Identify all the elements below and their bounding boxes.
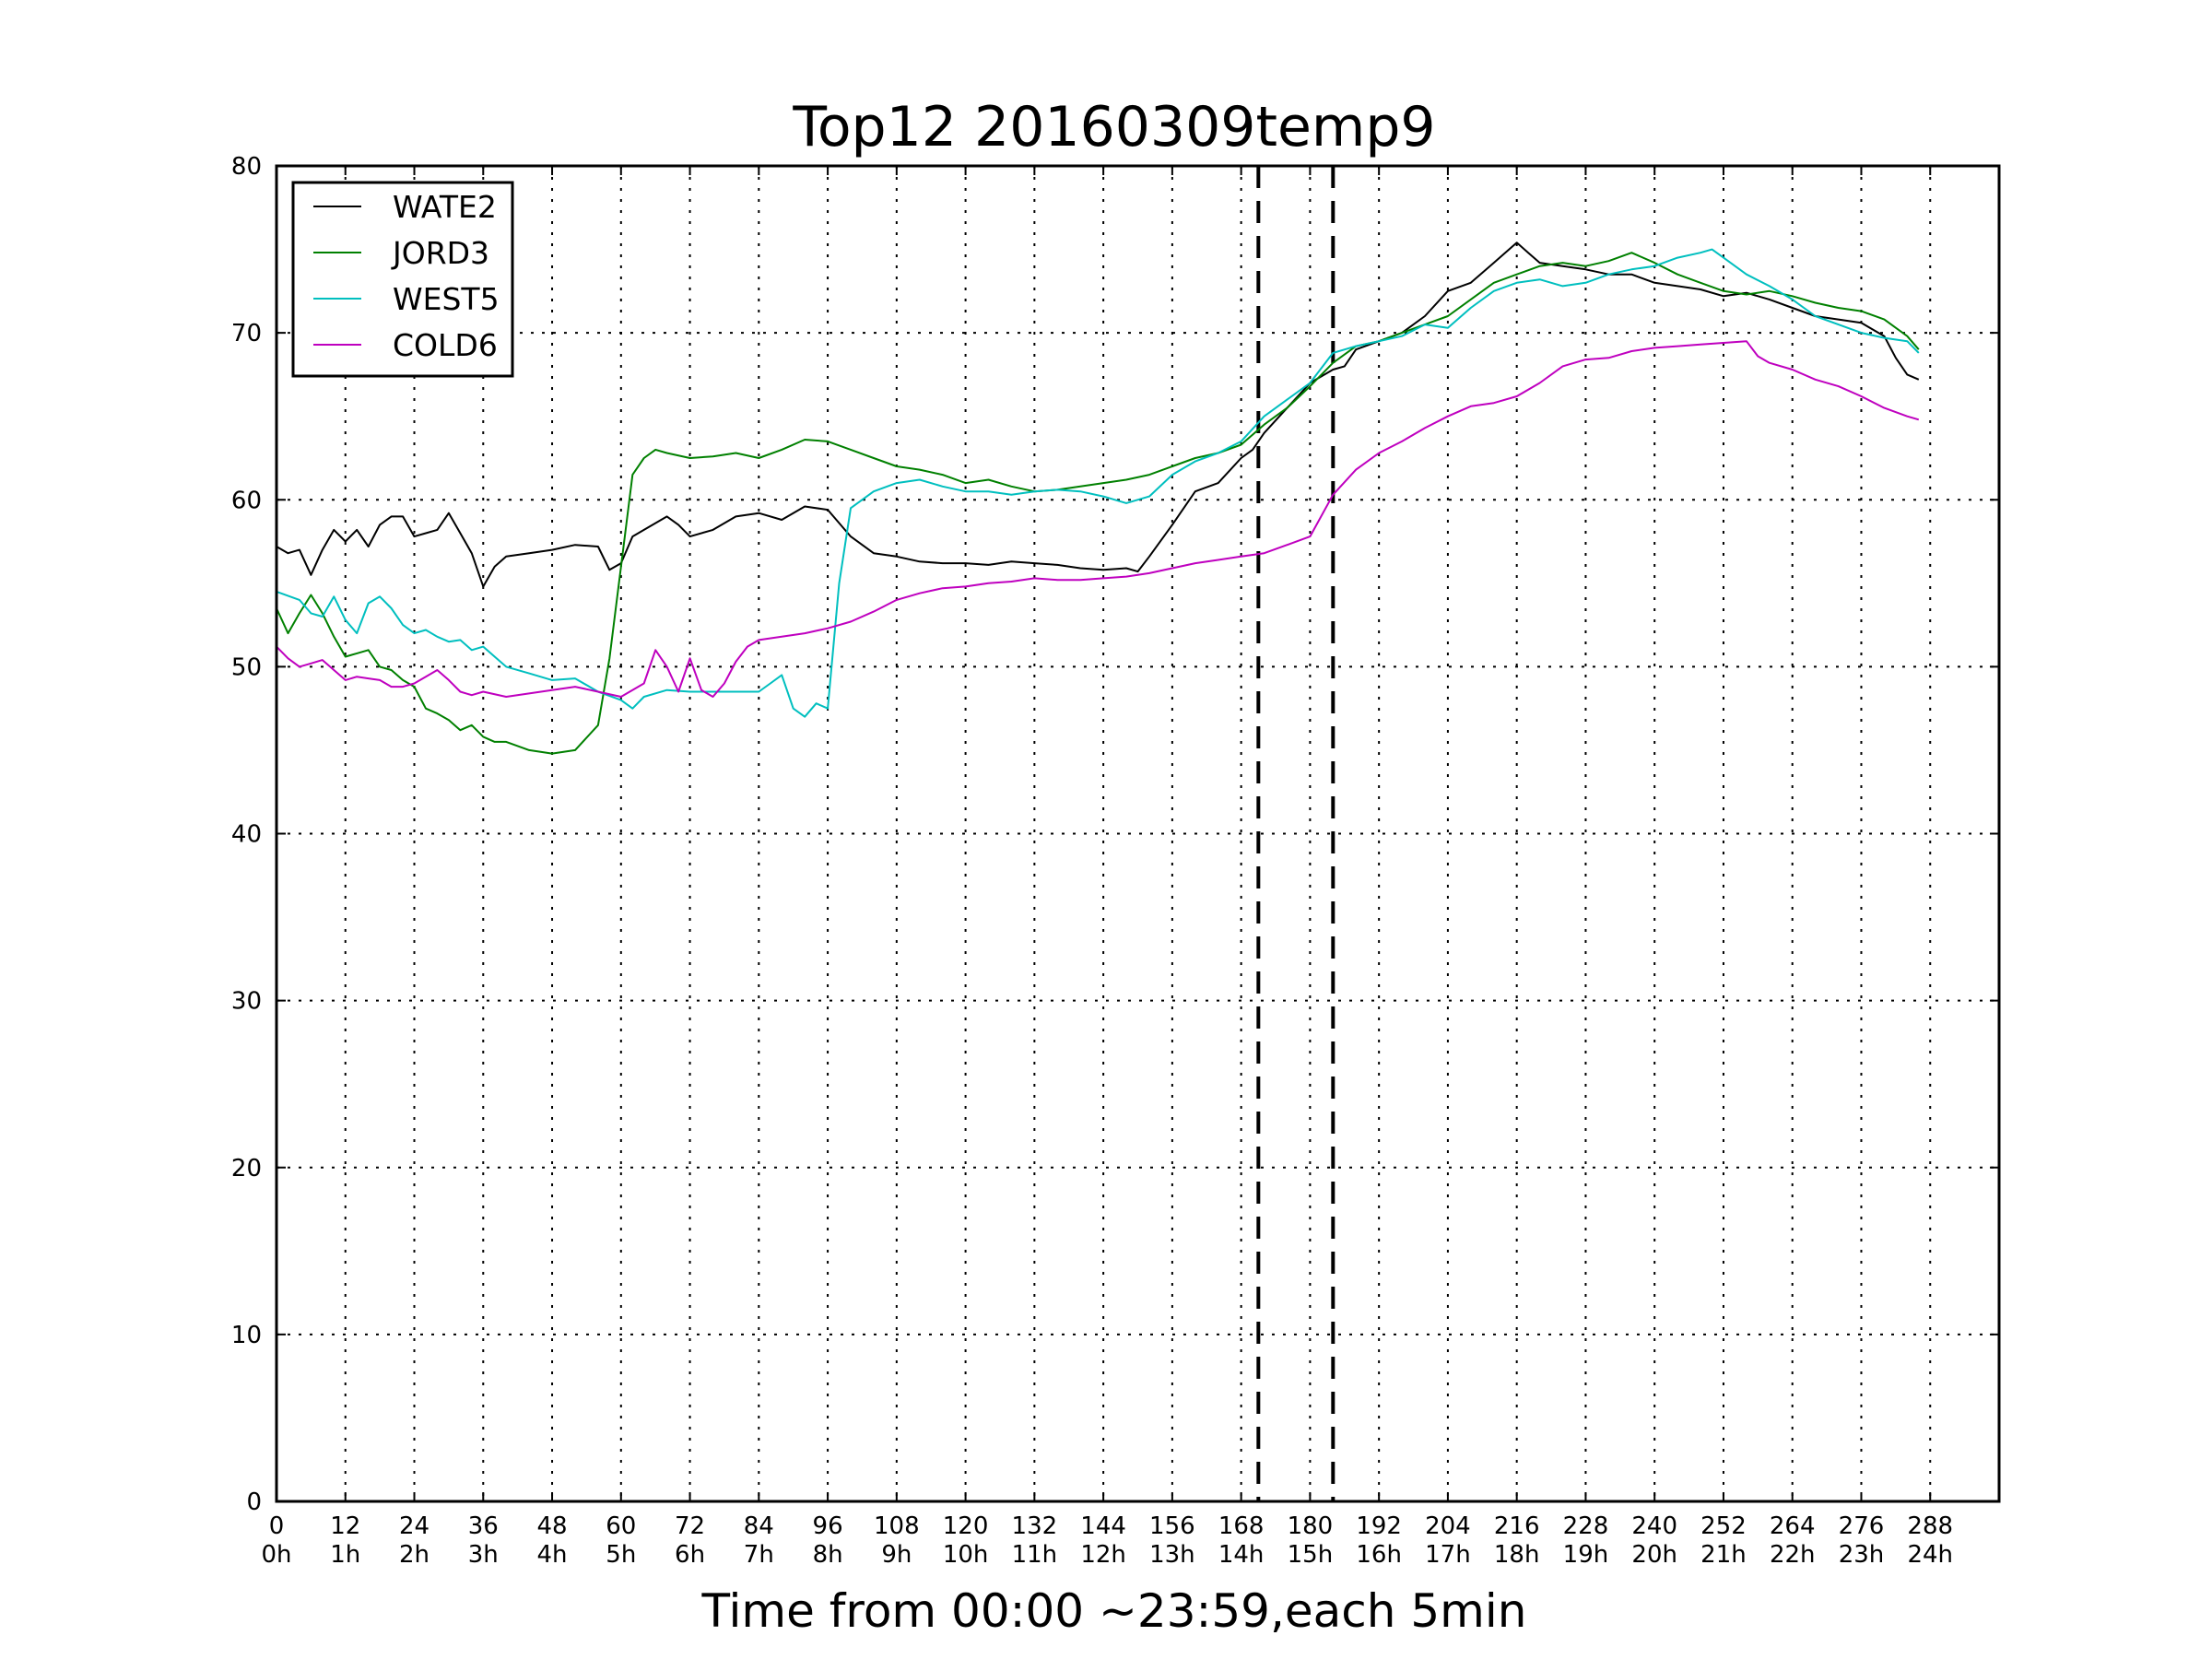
x-tick-sublabel: 11h	[1012, 1541, 1058, 1569]
x-tick-sublabel: 10h	[943, 1541, 989, 1569]
x-tick-label: 48	[536, 1512, 567, 1540]
x-tick-label: 0	[269, 1512, 285, 1540]
legend-label-west5: WEST5	[393, 281, 500, 317]
axis-ticks	[276, 165, 1999, 1502]
x-tick-label: 156	[1149, 1512, 1195, 1540]
x-tick-label: 36	[468, 1512, 499, 1540]
grid-lines	[276, 166, 1999, 1501]
x-tick-sublabel: 22h	[1770, 1541, 1816, 1569]
vertical-markers	[1256, 166, 1335, 1501]
x-tick-sublabel: 2h	[399, 1541, 429, 1569]
y-tick-label: 20	[231, 1155, 262, 1182]
x-tick-sublabel: 12h	[1080, 1541, 1126, 1569]
x-tick-sublabel: 14h	[1218, 1541, 1265, 1569]
y-tick-label: 0	[246, 1488, 262, 1516]
x-tick-label: 252	[1700, 1512, 1747, 1540]
x-tick-label: 216	[1494, 1512, 1540, 1540]
x-tick-sublabel: 19h	[1563, 1541, 1609, 1569]
y-tick-label: 60	[231, 487, 262, 514]
series-line-jord3	[276, 252, 1920, 755]
x-tick-label: 120	[943, 1512, 989, 1540]
y-tick-label: 70	[231, 320, 262, 347]
legend-label-wate2: WATE2	[393, 189, 497, 225]
x-tick-label: 168	[1218, 1512, 1265, 1540]
y-tick-label: 30	[231, 988, 262, 1016]
x-tick-sublabel: 24h	[1907, 1541, 1953, 1569]
x-tick-sublabel: 9h	[881, 1541, 912, 1569]
x-tick-label: 288	[1907, 1512, 1953, 1540]
y-tick-label: 10	[231, 1322, 262, 1349]
chart-title: Top12 20160309temp9	[792, 95, 1435, 159]
x-tick-label: 24	[399, 1512, 429, 1540]
x-tick-label: 264	[1770, 1512, 1816, 1540]
series-line-west5	[276, 248, 1920, 718]
x-tick-label: 180	[1288, 1512, 1334, 1540]
x-tick-sublabel: 7h	[744, 1541, 774, 1569]
x-tick-label: 72	[675, 1512, 705, 1540]
series-line-wate2	[276, 241, 1920, 588]
y-tick-label: 80	[231, 153, 262, 181]
x-axis-label: Time from 00:00 ~23:59,each 5min	[701, 1584, 1527, 1638]
x-tick-label: 204	[1425, 1512, 1471, 1540]
x-tick-label: 192	[1356, 1512, 1402, 1540]
x-tick-sublabel: 3h	[468, 1541, 499, 1569]
x-tick-sublabel: 13h	[1149, 1541, 1195, 1569]
x-tick-label: 84	[744, 1512, 774, 1540]
x-tick-sublabel: 16h	[1356, 1541, 1402, 1569]
x-tick-label: 132	[1012, 1512, 1058, 1540]
x-tick-label: 96	[813, 1512, 843, 1540]
x-tick-sublabel: 6h	[675, 1541, 705, 1569]
x-tick-label: 144	[1080, 1512, 1126, 1540]
legend: WATE2 JORD3 WEST5 COLD6	[291, 181, 514, 378]
x-tick-label: 276	[1839, 1512, 1885, 1540]
x-tick-sublabel: 17h	[1425, 1541, 1471, 1569]
x-tick-sublabel: 5h	[606, 1541, 636, 1569]
series-line-cold6	[276, 340, 1920, 698]
legend-label-jord3: JORD3	[391, 235, 489, 271]
y-tick-label: 50	[231, 653, 262, 681]
x-tick-sublabel: 1h	[330, 1541, 360, 1569]
x-tick-label: 60	[606, 1512, 636, 1540]
legend-label-cold6: COLD6	[393, 327, 498, 363]
y-tick-label: 40	[231, 821, 262, 849]
x-tick-sublabel: 21h	[1700, 1541, 1747, 1569]
series-lines	[276, 241, 1920, 755]
x-tick-sublabel: 23h	[1839, 1541, 1885, 1569]
x-tick-sublabel: 4h	[537, 1541, 568, 1569]
x-tick-label: 240	[1631, 1512, 1677, 1540]
x-tick-sublabel: 0h	[261, 1541, 291, 1569]
x-tick-label: 228	[1563, 1512, 1609, 1540]
x-tick-sublabel: 15h	[1288, 1541, 1334, 1569]
x-tick-sublabel: 20h	[1631, 1541, 1677, 1569]
x-tick-label: 108	[874, 1512, 920, 1540]
x-tick-sublabel: 8h	[813, 1541, 843, 1569]
x-tick-sublabel: 18h	[1494, 1541, 1540, 1569]
x-tick-label: 12	[330, 1512, 360, 1540]
y-tick-labels: 0 10 20 30 40 50 60 70 80	[231, 153, 262, 1516]
